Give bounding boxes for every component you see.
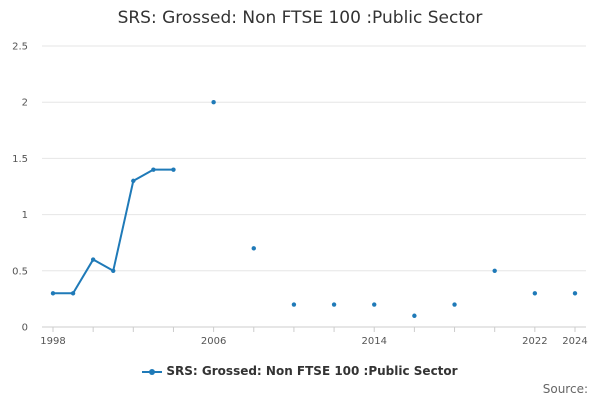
data-point[interactable] <box>291 302 297 307</box>
y-axis-ticks: 0 0.5 1 1.5 2 2.5 <box>12 42 28 334</box>
x-tick-label: 2006 <box>201 336 226 347</box>
data-point[interactable] <box>131 178 136 184</box>
x-tick-label: 2024 <box>562 336 587 347</box>
x-tick-label: 1998 <box>40 336 65 347</box>
series-line <box>52 168 175 295</box>
data-point[interactable] <box>211 100 216 105</box>
x-tick-label: 2014 <box>362 336 387 347</box>
y-tick-label: 0.5 <box>12 266 28 277</box>
y-tick-label: 0 <box>22 323 28 334</box>
data-point[interactable] <box>111 268 116 273</box>
data-point[interactable] <box>452 302 457 307</box>
data-point[interactable] <box>572 291 578 296</box>
chart-title: SRS: Grossed: Non FTSE 100 :Public Secto… <box>117 8 483 28</box>
data-point[interactable] <box>492 268 497 273</box>
data-point[interactable] <box>70 291 76 296</box>
data-point[interactable] <box>50 291 56 296</box>
source-credit: Source: <box>542 382 588 396</box>
data-point[interactable] <box>412 313 417 318</box>
data-point[interactable] <box>151 167 156 172</box>
legend-swatch <box>142 367 163 377</box>
grid-lines <box>42 45 586 272</box>
data-point[interactable] <box>251 246 256 251</box>
series-points <box>50 100 578 318</box>
y-tick-label: 1.5 <box>12 154 28 165</box>
y-tick-label: 2 <box>22 98 28 109</box>
legend-label: SRS: Grossed: Non FTSE 100 :Public Secto… <box>166 364 458 378</box>
data-point[interactable] <box>532 291 538 296</box>
x-axis: 1998 2006 2014 2022 2024 <box>40 326 588 347</box>
data-point[interactable] <box>90 257 96 262</box>
data-point[interactable] <box>171 167 176 172</box>
x-tick-label: 2022 <box>522 336 547 347</box>
series-lines <box>52 168 175 295</box>
y-tick-label: 2.5 <box>12 42 28 53</box>
y-tick-label: 1 <box>22 210 28 221</box>
data-point[interactable] <box>331 302 337 307</box>
legend[interactable]: SRS: Grossed: Non FTSE 100 :Public Secto… <box>0 364 600 378</box>
data-point[interactable] <box>372 302 377 307</box>
